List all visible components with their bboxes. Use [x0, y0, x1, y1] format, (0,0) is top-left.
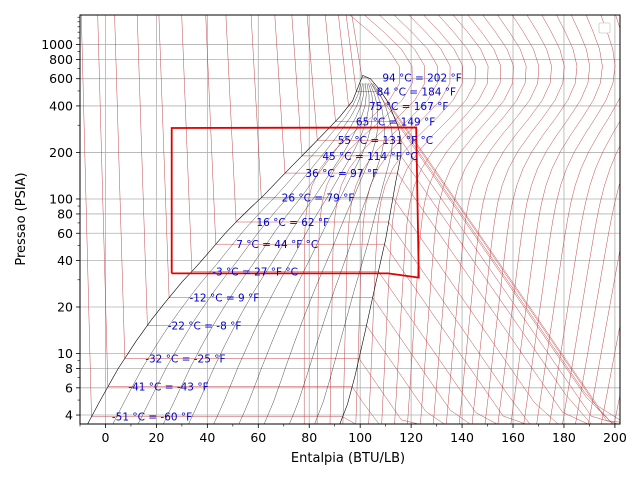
y-tick-label: 40 [57, 253, 73, 268]
plot-background [80, 15, 620, 424]
isotherm-lines [81, 15, 640, 424]
x-tick-label: 120 [399, 430, 423, 445]
x-tick-label: 200 [603, 430, 627, 445]
saturation-dome [87, 75, 402, 424]
y-tick-label: 20 [57, 300, 73, 315]
supercritical-isotherm [523, 15, 616, 424]
supercritical-isotherm [433, 15, 527, 424]
quality-line [213, 83, 370, 424]
isotherm-label: 45 °C = 114 °F °C [322, 151, 417, 163]
x-tick-label: 140 [450, 430, 474, 445]
isotherm-line [250, 15, 559, 424]
isotherm-labels: 94 °C = 202 °F 84 °C = 184 °F 75 °C = 167 … [112, 72, 462, 423]
y-tick-label: 600 [49, 71, 73, 86]
supercritical-isotherm [562, 145, 620, 424]
isotherm-line [136, 15, 445, 424]
cycle-path [170, 126, 420, 279]
x-tick-label: 80 [301, 430, 317, 445]
x-tick-label: 180 [552, 430, 576, 445]
isotherm-label: -41 °C = -43 °F [128, 382, 208, 394]
supercritical-isotherm [484, 15, 578, 424]
x-tick-label: 160 [501, 430, 525, 445]
supercritical-isotherm [549, 120, 620, 424]
quality-line [137, 83, 363, 424]
isotherm-label: 26 °C = 79 °F [282, 193, 355, 205]
quality-line [188, 83, 367, 424]
supercritical-isotherm [329, 15, 426, 424]
isotherm-label: 75 °C = 167 °F [369, 101, 448, 113]
isotherm-label: 36 °C = 97 °F [305, 168, 378, 180]
supercritical-isotherm [458, 15, 552, 424]
supercritical-isotherm [381, 15, 476, 424]
supercritical-isotherm [394, 15, 489, 424]
isotherm-line [306, 15, 619, 424]
quality-line [163, 83, 365, 424]
supercritical-isotherm [420, 15, 514, 424]
y-tick-label: 6 [65, 380, 73, 395]
isotherm-label: 55 °C = 131 °F °C [338, 135, 433, 147]
legend-box [598, 22, 611, 34]
x-tick-label: 60 [250, 430, 266, 445]
isotherm-label: 84 °C = 184 °F [377, 87, 456, 99]
x-tick-label: 0 [101, 430, 109, 445]
quality-lines [112, 83, 393, 424]
isotherm-label: 7 °C = 44 °F °C [236, 239, 318, 251]
supercritical-isotherm [368, 15, 464, 424]
isotherm-label: 94 °C = 202 °F [382, 72, 461, 84]
isotherm-label: -32 °C = -25 °F [145, 353, 225, 365]
supercritical-isotherm [627, 15, 640, 424]
y-tick-label: 1000 [41, 37, 73, 52]
x-tick-label: 100 [348, 430, 372, 445]
supercritical-isotherm [510, 15, 603, 424]
supercritical-isotherm [536, 15, 620, 424]
supercritical-isotherm [588, 248, 620, 424]
y-tick-label: 8 [65, 361, 73, 376]
quality-line [264, 83, 378, 424]
supercritical-isotherm [446, 15, 540, 424]
quality-line [314, 83, 393, 424]
y-tick-label: 4 [65, 408, 73, 423]
plot-area: 94 °C = 202 °F 84 °C = 184 °F 75 °C = 167 … [81, 15, 640, 424]
x-tick-label: 20 [148, 430, 164, 445]
saturated-liquid-line [87, 75, 363, 424]
ticks: 0 20 40 60 80 100 120 140 160 180 2004681020406080… [41, 16, 627, 445]
isotherm-line [225, 15, 530, 424]
y-tick-label: 10 [57, 346, 73, 361]
isotherm-label: 16 °C = 62 °F [256, 217, 329, 229]
plot-frame [79, 14, 621, 425]
supercritical-isotherm [303, 15, 400, 424]
quality-line [238, 83, 374, 424]
supercritical-isotherm [407, 15, 502, 424]
supercritical-isotherm [355, 15, 451, 424]
quality-line [289, 83, 385, 424]
y-axis-title: Pressao (PSIA) [14, 172, 29, 265]
quality-line [112, 83, 362, 424]
isotherm-label: -12 °C = 9 °F [189, 293, 259, 305]
isotherm-line [205, 15, 526, 424]
y-tick-label: 200 [49, 145, 73, 160]
isotherm-label: -51 °C = -60 °F [112, 412, 192, 424]
supercritical-isotherm [575, 181, 620, 424]
isotherm-label: 65 °C = 149 °F [356, 116, 435, 128]
supercritical-isotherm [601, 324, 620, 424]
x-axis-title: Entalpia (BTU/LB) [291, 451, 405, 466]
isotherm-label: -3 °C = 27 °F °C [212, 266, 298, 278]
y-tick-label: 400 [49, 98, 73, 113]
y-tick-label: 800 [49, 52, 73, 67]
supercritical-isotherm [342, 15, 438, 424]
isotherm-label: -22 °C = -8 °F [168, 320, 242, 332]
isotherm-line [325, 15, 614, 424]
supercritical-isotherm [316, 15, 413, 424]
x-tick-label: 40 [199, 430, 215, 445]
supercritical-isotherm [471, 15, 565, 424]
saturated-vapor-line [339, 75, 402, 424]
supercritical-isotherm [497, 15, 590, 424]
refrigeration-cycle [170, 126, 420, 279]
y-tick-label: 80 [57, 206, 73, 221]
y-tick-label: 60 [57, 226, 73, 241]
y-tick-label: 100 [49, 191, 73, 206]
